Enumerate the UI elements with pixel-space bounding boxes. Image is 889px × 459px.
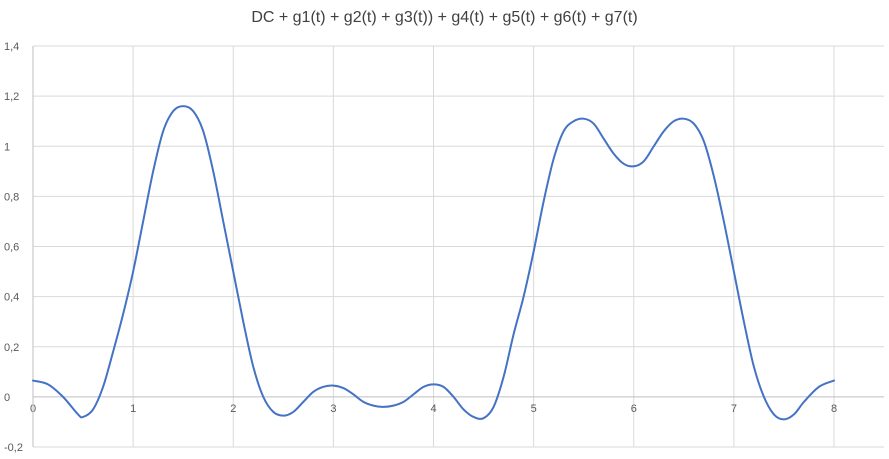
y-tick-label: -0,2 [4,442,23,454]
x-tick-label: 2 [230,403,236,415]
x-tick-label: 4 [430,403,436,415]
y-tick-label: 0,8 [4,191,19,203]
x-tick-label: 7 [731,403,737,415]
x-tick-label: 1 [130,403,136,415]
x-tick-label: 5 [531,403,537,415]
y-tick-label: 1,2 [4,91,19,103]
y-tick-label: 0,4 [4,292,19,304]
x-tick-label: 6 [631,403,637,415]
y-tick-label: 0,2 [4,342,19,354]
y-tick-label: 1,4 [4,41,19,53]
chart-title: DC + g1(t) + g2(t) + g3(t)) + g4(t) + g5… [251,9,638,26]
x-tick-label: 3 [330,403,336,415]
y-tick-label: 1 [4,141,10,153]
x-tick-label: 8 [831,403,837,415]
y-tick-label: 0,6 [4,242,19,254]
y-tick-label: 0 [4,392,10,404]
series-line-0 [32,105,835,421]
